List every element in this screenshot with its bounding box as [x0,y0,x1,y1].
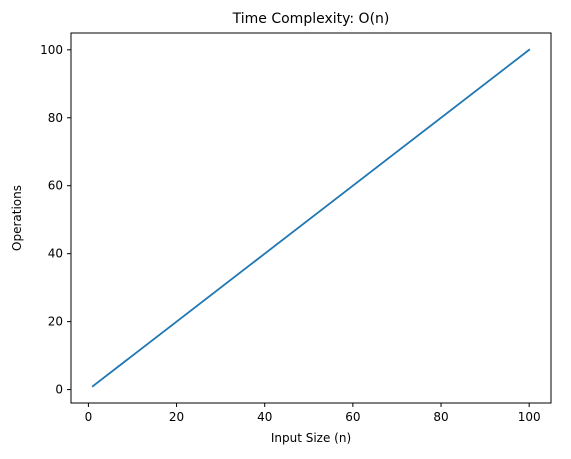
x-tick-label: 0 [85,410,93,424]
plot-area: 0 20 40 60 80 100 0 20 40 60 80 100 [40,32,552,424]
y-tick-label: 100 [40,43,63,57]
y-tick-label: 20 [48,315,63,329]
x-axis-ticks: 0 20 40 60 80 100 [85,403,541,424]
x-axis-label: Input Size (n) [271,431,351,445]
x-tick-label: 40 [257,410,272,424]
series-line-1 [91,48,531,388]
y-axis-ticks: 0 20 40 60 80 100 [40,43,71,397]
y-tick-label: 60 [48,179,63,193]
x-tick-label: 100 [518,410,541,424]
x-tick-label: 20 [169,410,184,424]
y-tick-label: 80 [48,111,63,125]
series-layer [91,48,531,388]
y-tick-label: 0 [55,383,63,397]
y-axis-label: Operations [10,185,24,251]
chart-title: Time Complexity: O(n) [232,11,390,27]
x-tick-label: 60 [345,410,360,424]
x-tick-label: 80 [433,410,448,424]
y-tick-label: 40 [48,247,63,261]
